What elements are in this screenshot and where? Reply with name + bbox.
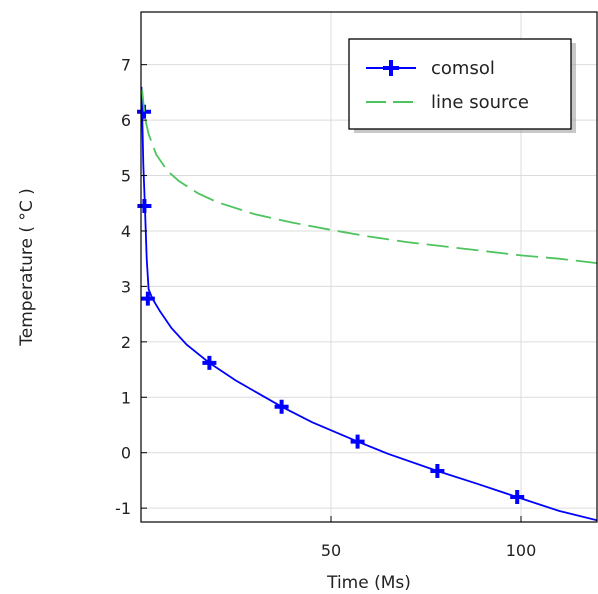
y-tick-label-7: 6 (121, 111, 131, 130)
legend-label-line-source: line source (431, 92, 529, 113)
y-tick-label-1: 0 (121, 444, 131, 463)
series-line-1 (141, 89, 597, 264)
x-axis-label: Time (Ms) (326, 573, 411, 593)
series-layer (137, 86, 597, 522)
x-tick-label-0: 50 (321, 541, 341, 560)
plot-area-frame (140, 11, 598, 523)
y-tick-label-4: 3 (121, 277, 131, 296)
legend-box (348, 38, 572, 130)
ticks: 50 100 -1 0 1 2 3 4 5 6 7 (115, 56, 536, 560)
y-tick-label-6: 5 (121, 167, 131, 186)
series-0-marker-2 (140, 291, 155, 306)
series-0-marker-7 (510, 490, 525, 505)
y-tick-label-0: -1 (115, 499, 131, 518)
legend-marker-comsol (383, 60, 399, 76)
x-tick-label-1: 100 (506, 541, 537, 560)
y-axis-label: Temperature ( °C ) (17, 188, 37, 347)
y-tick-label-3: 2 (121, 333, 131, 352)
legend: comsol line source (348, 38, 576, 133)
series-0-marker-4 (274, 399, 289, 414)
y-tick-label-8: 7 (121, 56, 131, 75)
y-tick-label-5: 4 (121, 222, 131, 241)
legend-label-comsol: comsol (431, 58, 495, 79)
series-0-marker-1 (137, 199, 152, 214)
y-tick-label-2: 1 (121, 388, 131, 407)
series-0-marker-6 (430, 464, 445, 478)
series-0-marker-3 (202, 355, 217, 370)
series-0-marker-5 (350, 434, 365, 449)
